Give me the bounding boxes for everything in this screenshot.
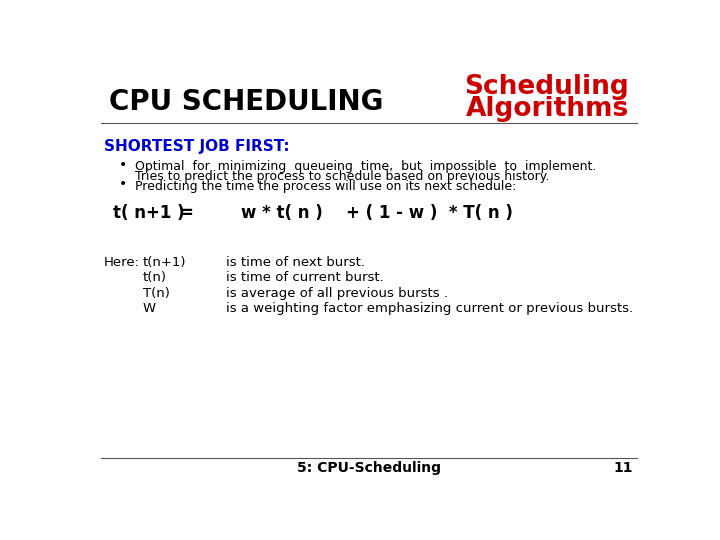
- Text: •: •: [118, 158, 127, 172]
- Text: Scheduling: Scheduling: [464, 74, 629, 100]
- Text: •: •: [118, 177, 127, 191]
- Text: is a weighting factor emphasizing current or previous bursts.: is a weighting factor emphasizing curren…: [225, 302, 633, 315]
- Text: is time of current burst.: is time of current burst.: [225, 271, 383, 284]
- Text: Optimal  for  minimizing  queueing  time,  but  impossible  to  implement.: Optimal for minimizing queueing time, bu…: [135, 160, 596, 173]
- Text: Tries to predict the process to schedule based on previous history.: Tries to predict the process to schedule…: [135, 170, 549, 183]
- Text: is average of all previous bursts .: is average of all previous bursts .: [225, 287, 448, 300]
- Text: 11: 11: [613, 461, 632, 475]
- Text: w * t( n ): w * t( n ): [241, 205, 323, 222]
- Text: Here:: Here:: [104, 256, 140, 269]
- Text: SHORTEST JOB FIRST:: SHORTEST JOB FIRST:: [104, 139, 289, 154]
- Text: + ( 1 - w )  * T( n ): + ( 1 - w ) * T( n ): [346, 205, 513, 222]
- Text: T(n): T(n): [143, 287, 170, 300]
- Text: 5: CPU-Scheduling: 5: CPU-Scheduling: [297, 461, 441, 475]
- Text: is time of next burst.: is time of next burst.: [225, 256, 364, 269]
- Text: t(n): t(n): [143, 271, 167, 284]
- Text: W: W: [143, 302, 156, 315]
- Text: CPU SCHEDULING: CPU SCHEDULING: [109, 88, 384, 116]
- Text: t(n+1): t(n+1): [143, 256, 186, 269]
- Text: =: =: [179, 205, 193, 222]
- Text: t( n+1 ): t( n+1 ): [113, 205, 185, 222]
- Text: Algorithms: Algorithms: [465, 96, 629, 122]
- Text: Predicting the time the process will use on its next schedule:: Predicting the time the process will use…: [135, 180, 516, 193]
